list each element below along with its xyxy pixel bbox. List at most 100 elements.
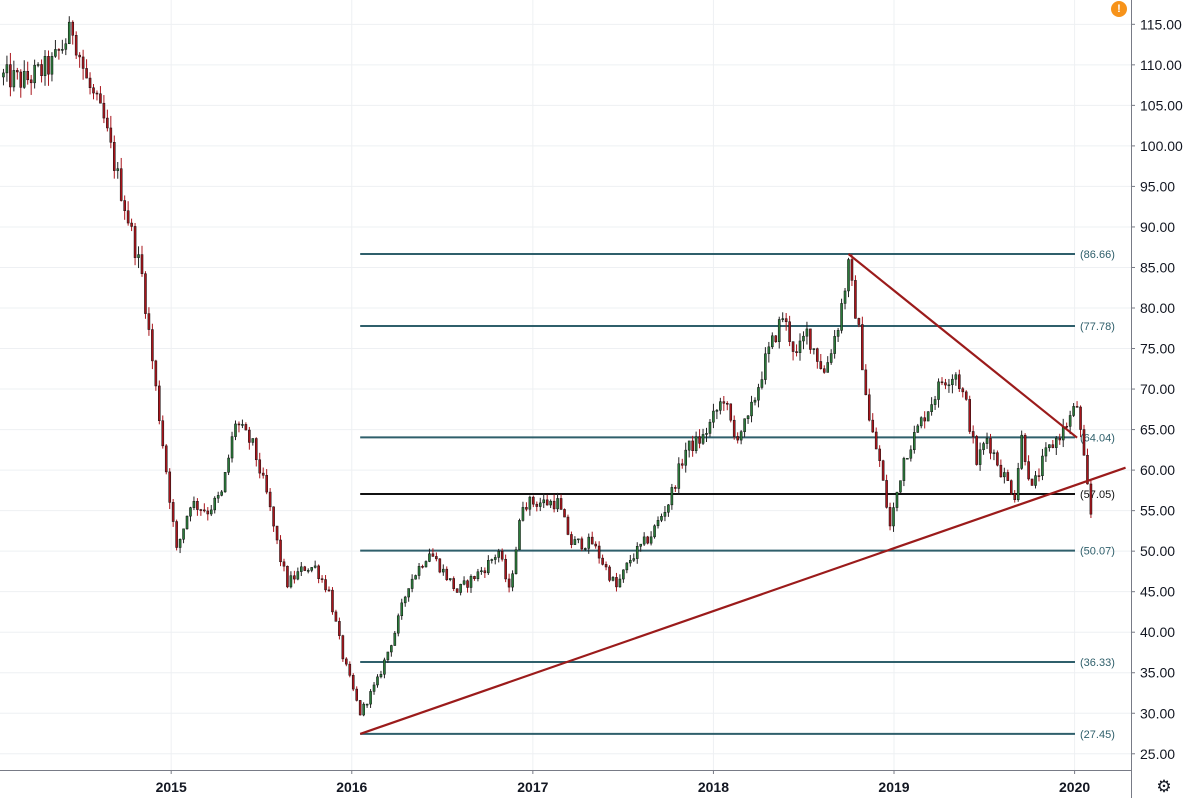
candle-body	[116, 168, 120, 171]
candle-body	[476, 571, 480, 580]
candle-body	[237, 423, 241, 426]
candle-body	[164, 445, 168, 473]
candle-body	[964, 391, 968, 400]
candle-body	[275, 525, 279, 541]
x-tick-label: 2020	[1059, 779, 1090, 795]
candle-body	[300, 566, 303, 572]
candle-body	[462, 580, 466, 585]
candle-body	[22, 71, 26, 88]
candle-body	[847, 259, 850, 292]
candle-body	[1079, 406, 1082, 430]
candle-body	[282, 561, 286, 567]
candle-body	[1068, 415, 1072, 427]
candle-body	[538, 502, 542, 507]
candle-body	[525, 507, 528, 510]
candle-body	[365, 703, 369, 706]
candle-body	[971, 431, 975, 437]
candle-body	[12, 70, 16, 88]
candle-body	[608, 566, 611, 581]
candle-body	[16, 70, 19, 73]
candle-body	[1034, 475, 1037, 486]
candle-body	[999, 464, 1003, 478]
candle-body	[677, 463, 681, 489]
trendline	[847, 253, 1078, 439]
candle-body	[383, 659, 386, 675]
candle-body	[223, 472, 227, 493]
x-tick-label: 2018	[698, 779, 729, 795]
candle-body	[653, 525, 656, 538]
candle-body	[1048, 444, 1051, 449]
candle-body	[985, 438, 989, 444]
candle-body	[601, 557, 604, 565]
candle-body	[940, 381, 944, 384]
candle-body	[1003, 472, 1006, 478]
candle-body	[216, 495, 220, 499]
candle-body	[777, 319, 781, 342]
candle-body	[487, 560, 490, 574]
gear-icon[interactable]: ⚙	[1156, 777, 1172, 796]
candle-body	[99, 93, 102, 104]
candle-body	[254, 438, 258, 461]
candle-body	[850, 259, 854, 281]
candle-body	[975, 436, 978, 465]
candle-body	[687, 440, 691, 451]
candle-body	[1009, 480, 1013, 495]
candle-body	[431, 553, 435, 557]
candle-body	[393, 632, 397, 646]
candle-body	[303, 566, 307, 571]
candle-body	[272, 506, 275, 527]
candle-body	[410, 578, 414, 589]
y-tick-label: 70.00	[1140, 381, 1175, 397]
candle-body	[958, 374, 961, 389]
candle-body	[521, 507, 525, 521]
candle-body	[310, 567, 313, 571]
candle-body	[19, 71, 23, 88]
candle-body	[594, 543, 597, 547]
candle-body	[511, 573, 514, 588]
candle-body	[552, 500, 556, 510]
y-tick-label: 75.00	[1140, 341, 1175, 357]
candle-body	[705, 433, 708, 435]
candle-body	[196, 501, 199, 510]
candle-body	[646, 536, 649, 544]
candle-body	[615, 577, 618, 588]
candle-body	[435, 556, 438, 560]
candle-body	[57, 49, 61, 51]
candle-body	[140, 254, 144, 274]
candle-body	[532, 496, 535, 505]
candle-body	[916, 425, 920, 433]
candle-body	[473, 576, 476, 580]
candle-body	[1044, 447, 1048, 457]
candle-body	[989, 438, 992, 454]
candle-body	[1020, 434, 1023, 469]
candle-body	[514, 549, 518, 575]
y-tick-label: 100.00	[1140, 138, 1183, 154]
exclamation-icon[interactable]: !	[1111, 1, 1127, 17]
fib-level-label: (77.78)	[1080, 321, 1115, 333]
candle-body	[1065, 426, 1068, 428]
fib-level-label: (27.45)	[1080, 729, 1115, 741]
candle-body	[750, 401, 753, 417]
candle-body	[784, 318, 788, 323]
y-tick-label: 55.00	[1140, 503, 1175, 519]
y-tick-label: 30.00	[1140, 705, 1175, 721]
candle-body	[81, 56, 85, 69]
candle-body	[809, 328, 812, 350]
candle-body	[151, 329, 154, 362]
candle-body	[861, 324, 864, 371]
candle-body	[566, 516, 570, 535]
candle-body	[203, 509, 206, 512]
candle-body	[867, 394, 871, 421]
candle-body	[9, 64, 12, 88]
candle-body	[545, 499, 549, 506]
x-tick-label: 2016	[336, 779, 367, 795]
candle-body	[78, 54, 81, 58]
candle-body	[47, 56, 50, 75]
candle-body	[753, 399, 757, 403]
fib-level-label: (86.66)	[1080, 249, 1115, 261]
candle-body	[147, 313, 151, 330]
candle-body	[1030, 478, 1034, 486]
candle-body	[573, 539, 577, 545]
